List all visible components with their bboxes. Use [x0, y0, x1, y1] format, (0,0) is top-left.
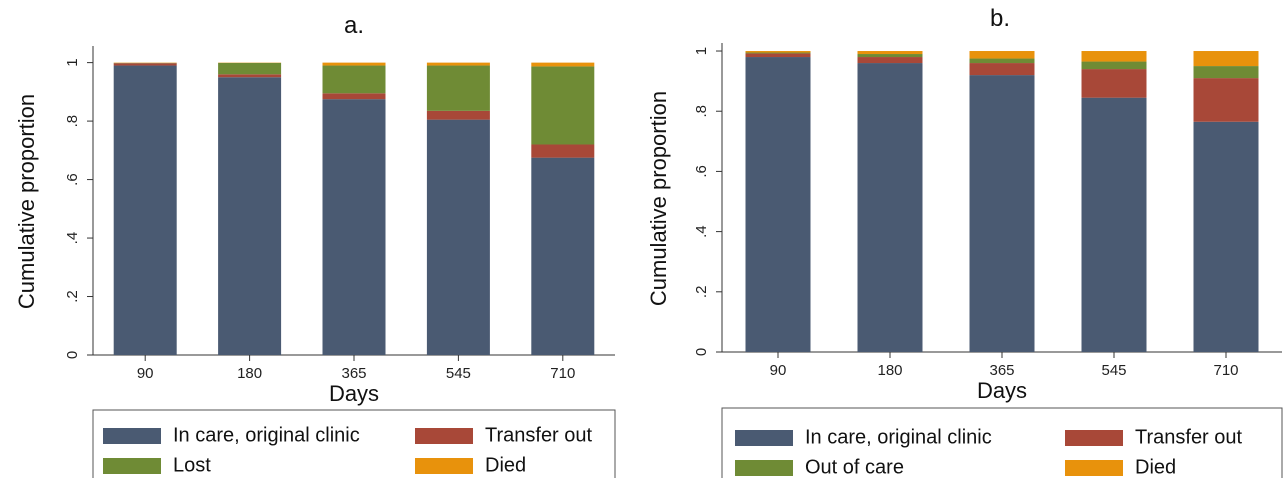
bar-segment-in-care-original-clinic-180: [218, 77, 282, 355]
bar-segment-died-365: [322, 62, 386, 66]
x-tick-label: 710: [550, 365, 575, 382]
legend-swatch: [1065, 430, 1123, 446]
chart-panel-b: b. 0 .2 .4 .6 .8 1 Cumulative proportion 90 180 36…: [646, 5, 1283, 478]
bar-segment-transfer-out-180: [857, 57, 923, 64]
y-axis-label: Cumulative proportion: [14, 94, 39, 309]
bar-segment-in-care-original-clinic-365: [322, 99, 386, 356]
x-tick-label: 365: [989, 362, 1014, 379]
y-tick-label: .4: [64, 232, 81, 245]
legend: In care, original clinic Transfer out Lost…: [92, 409, 616, 478]
legend-label: Died: [1135, 456, 1176, 478]
bar-segment-in-care-original-clinic-710: [1193, 121, 1259, 352]
bar-segment-transfer-out-180: [218, 74, 282, 78]
bar-segment-in-care-original-clinic-180: [857, 63, 923, 352]
x-tick-label: 180: [877, 362, 902, 379]
legend-label: Transfer out: [485, 424, 593, 446]
y-tick-label: 0: [64, 351, 81, 359]
chart-title: a.: [344, 12, 364, 39]
legend-swatch: [415, 458, 473, 474]
bar-segment-in-care-original-clinic-710: [531, 157, 595, 355]
bar-segment-out-of-care-710: [1193, 66, 1259, 79]
bar-segment-out-of-care-180: [857, 54, 923, 58]
bar-segment-lost-545: [426, 65, 490, 111]
bar-segment-out-of-care-365: [969, 58, 1035, 64]
legend-swatch: [103, 428, 161, 444]
bar-segment-transfer-out-365: [969, 63, 1035, 76]
x-tick-label: 180: [237, 365, 262, 382]
bar-segment-transfer-out-90: [745, 53, 811, 58]
bar-segment-transfer-out-90: [113, 63, 177, 66]
y-tick-label: .2: [64, 290, 81, 303]
x-axis-label: Days: [977, 378, 1027, 403]
bar-segment-died-180: [857, 51, 923, 55]
legend-label: Out of care: [805, 456, 904, 478]
y-tick-label: .6: [64, 173, 81, 186]
bar-segment-lost-180: [218, 62, 282, 75]
bar-segment-died-90: [745, 51, 811, 53]
legend-swatch: [1065, 460, 1123, 476]
bar-segment-in-care-original-clinic-545: [426, 119, 490, 355]
y-tick-label: .4: [693, 225, 710, 238]
bar-segment-transfer-out-545: [1081, 69, 1147, 98]
legend-swatch: [735, 430, 793, 446]
y-tick-label: 1: [693, 47, 710, 55]
legend-swatch: [735, 460, 793, 476]
legend-label: In care, original clinic: [805, 426, 992, 448]
x-tick-label: 90: [770, 362, 787, 379]
bar-segment-transfer-out-710: [1193, 78, 1259, 122]
legend-swatch: [103, 458, 161, 474]
bar-segment-transfer-out-365: [322, 93, 386, 100]
bar-segment-out-of-care-545: [1081, 61, 1147, 70]
y-tick-label: .6: [693, 165, 710, 178]
y-tick-label: 1: [64, 58, 81, 66]
y-tick-label: .8: [693, 105, 710, 118]
bar-segment-lost-365: [322, 65, 386, 94]
x-axis-label: Days: [329, 381, 379, 406]
bar-segment-transfer-out-545: [426, 110, 490, 120]
y-tick-label: .2: [693, 286, 710, 299]
x-tick-label: 545: [1101, 362, 1126, 379]
bar-segment-died-545: [1081, 51, 1147, 62]
bar-segment-transfer-out-710: [531, 144, 595, 158]
x-tick-label: 710: [1213, 362, 1238, 379]
bar-segment-died-545: [426, 62, 490, 66]
legend: In care, original clinic Transfer out Out …: [721, 407, 1283, 478]
legend-swatch: [415, 428, 473, 444]
bar-segment-died-710: [1193, 51, 1259, 67]
y-axis-label: Cumulative proportion: [646, 91, 671, 306]
x-tick-label: 545: [446, 365, 471, 382]
bar-segment-died-710: [531, 62, 595, 67]
bar-segment-in-care-original-clinic-365: [969, 75, 1035, 353]
legend-label: Died: [485, 454, 526, 476]
chart-title: b.: [990, 5, 1010, 32]
bar-segment-out-of-care-90: [745, 52, 811, 54]
bar-segment-in-care-original-clinic-90: [113, 65, 177, 356]
bar-segment-lost-710: [531, 66, 595, 145]
legend-label: In care, original clinic: [173, 424, 360, 446]
legend-frame: [92, 409, 616, 478]
chart-panel-a: a. 0 .2 .4 .6 .8 1 Cumulative proportion 90 180 36…: [14, 12, 616, 478]
legend-frame: [721, 407, 1283, 478]
x-tick-label: 365: [341, 365, 366, 382]
legend-label: Transfer out: [1135, 426, 1243, 448]
bar-segment-died-365: [969, 51, 1035, 59]
bar-segment-in-care-original-clinic-90: [745, 57, 811, 352]
legend-label: Lost: [173, 454, 211, 476]
y-tick-label: .8: [64, 115, 81, 128]
y-tick-label: 0: [693, 348, 710, 356]
x-tick-label: 90: [137, 365, 154, 382]
bar-segment-in-care-original-clinic-545: [1081, 97, 1147, 352]
